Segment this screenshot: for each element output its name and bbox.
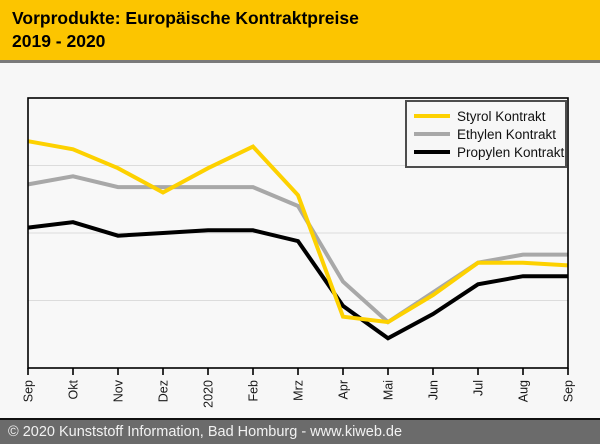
- chart-legend: Styrol Kontrakt Ethylen Kontrakt Propylen …: [405, 100, 567, 168]
- x-tick-label: Apr: [337, 380, 351, 399]
- page-title-line1: Vorprodukte: Europäische Kontraktpreise: [12, 8, 359, 28]
- x-tick-label: Sep: [22, 380, 36, 402]
- legend-line-swatch-styrol: [414, 114, 450, 118]
- page-title-line2: 2019 - 2020: [12, 31, 106, 51]
- legend-line-swatch-propylen: [414, 150, 450, 154]
- x-tick-label: Dez: [157, 380, 171, 402]
- legend-label: Propylen Kontrakt: [457, 144, 565, 160]
- x-tick-label: Jul: [472, 380, 486, 396]
- x-tick-label: Aug: [517, 380, 531, 402]
- legend-item: Ethylen Kontrakt: [414, 125, 559, 143]
- x-tick-label: Okt: [67, 379, 81, 399]
- x-tick-label: Feb: [247, 380, 261, 402]
- copyright-text: © 2020 Kunststoff Information, Bad Hombu…: [8, 424, 403, 440]
- series-line-propylen: [27, 220, 568, 341]
- x-tick-label: Jun: [427, 380, 441, 400]
- legend-label: Ethylen Kontrakt: [457, 126, 557, 142]
- header-separator: [0, 60, 600, 63]
- x-tick-label: 2020: [202, 380, 216, 408]
- legend-item: Propylen Kontrakt: [414, 143, 564, 161]
- legend-label: Styrol Kontrakt: [457, 108, 546, 124]
- series-line-styrol: [27, 139, 569, 325]
- page-header: Vorprodukte: Europäische Kontraktpreise …: [0, 0, 600, 60]
- x-tick-label: Sep: [562, 380, 576, 402]
- x-tick-label: Nov: [112, 379, 126, 402]
- legend-item: Styrol Kontrakt: [414, 107, 559, 125]
- legend-line-swatch-ethylen: [414, 132, 450, 136]
- footer-bar: © 2020 Kunststoff Information, Bad Hombu…: [0, 418, 600, 444]
- chart-area: Sep Okt Nov Dez 2020 Feb Mrz Apr Mai Jun Jul Aug Sep…: [0, 63, 600, 418]
- x-tick-label: Mai: [382, 380, 396, 400]
- x-tick-label: Mrz: [292, 380, 306, 401]
